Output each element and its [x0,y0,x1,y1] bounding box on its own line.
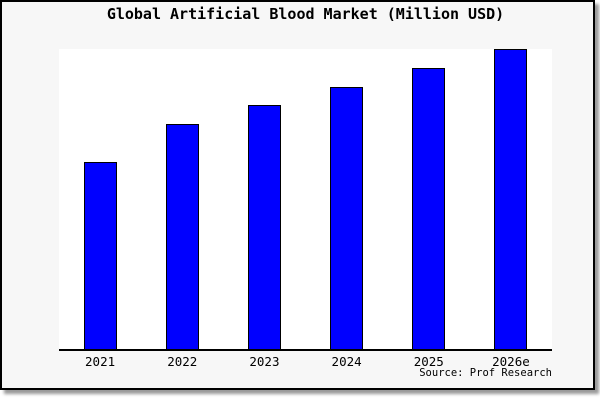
x-tick-label-2023: 2023 [249,354,280,369]
chart-figure: Global Artificial Blood Market (Million … [0,0,595,390]
bar-2022 [165,124,199,349]
x-tick-label-2021: 2021 [85,354,116,369]
plot-area [59,49,552,351]
bar-2021 [83,161,117,349]
bar-2024 [330,86,364,349]
source-text: Source: Prof Research [419,367,552,379]
bar-2026e [494,49,528,349]
x-tick-label-2025: 2025 [413,354,444,369]
x-tick-label-2022: 2022 [167,354,198,369]
x-tick-label-2024: 2024 [331,354,362,369]
bar-2023 [247,105,281,349]
bar-2025 [412,67,446,349]
x-tick-label-2026e: 2026e [492,354,530,369]
x-axis-labels: 2021 2022 2023 2024 2025 2026e [59,354,552,369]
chart-title: Global Artificial Blood Market (Million … [106,5,505,23]
